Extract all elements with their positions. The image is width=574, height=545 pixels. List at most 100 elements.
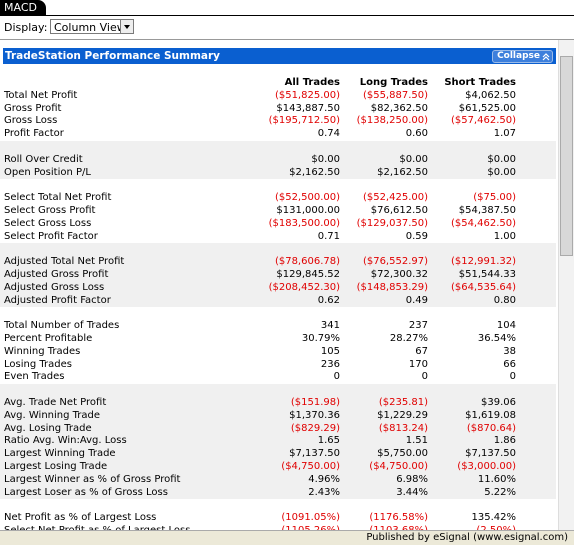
- blank: [516, 166, 556, 180]
- blank: [516, 333, 556, 346]
- data-row: Gross Profit $143,887.50 $82,362.50 $61,525…: [0, 103, 556, 116]
- blank: [240, 243, 340, 257]
- cell-value: $4,062.50: [465, 89, 516, 101]
- data-row: Select Gross Loss ($183,500.00) ($129,037.…: [0, 218, 556, 231]
- display-select[interactable]: Column View: [50, 19, 134, 34]
- panel: [0, 39, 574, 530]
- cell-value: 3.44%: [340, 486, 428, 500]
- scrollbar[interactable]: [558, 40, 574, 530]
- cell-value: 66: [503, 358, 516, 370]
- blank: [516, 512, 556, 525]
- data-row: Losing Trades 236 170 66: [0, 359, 556, 372]
- data-row: Select Net Profit as % of Largest Loss(1…: [0, 525, 556, 530]
- blank: [516, 371, 556, 384]
- cell-value: 0.60: [405, 128, 428, 140]
- blank: [428, 140, 516, 154]
- row-label: Largest Losing Trade: [0, 460, 240, 474]
- cell-value: $72,300.32: [340, 268, 428, 282]
- row-label: Gross Loss: [4, 115, 58, 127]
- cell-value: $7,137.50: [428, 448, 516, 461]
- cell-value: $39.06: [428, 396, 516, 410]
- blank: [0, 499, 240, 512]
- spacer-row: [0, 140, 556, 154]
- blank: [516, 77, 556, 90]
- cell-value: 0: [421, 371, 428, 383]
- data-row: Open Position P/L $2,162.50 $2,162.50 $0.00: [0, 166, 556, 180]
- footer-text: Published by eSignal (www.esignal.com): [366, 532, 568, 543]
- table-area: All Trades Long Trades Short Trades Total …: [0, 64, 556, 530]
- blank: [516, 268, 556, 282]
- cell-value: ($138,250.00): [356, 115, 428, 127]
- row-label: Adjusted Profit Factor: [0, 294, 240, 308]
- cell-value: 11.60%: [428, 473, 516, 487]
- row-label: Largest Winner as % of Gross Profit: [0, 473, 240, 487]
- cell-value: $143,887.50: [276, 102, 340, 114]
- blank: [516, 281, 556, 295]
- cell-value: 1.65: [240, 435, 340, 449]
- data-row: Total Number of Trades 341 237 104: [0, 320, 556, 333]
- blank: [428, 384, 516, 397]
- spacer-row: [0, 384, 556, 397]
- blank: [340, 307, 428, 320]
- data-row: Largest Losing Trade ($4,750.00) ($4,750.0…: [0, 460, 556, 474]
- row-label: Avg. Losing Trade: [0, 422, 240, 436]
- cell-value: 0: [509, 371, 516, 383]
- row-label: Avg. Winning Trade: [0, 409, 240, 423]
- data-row: Profit Factor 0.74 0.60 1.07: [0, 128, 556, 141]
- blank: [240, 307, 340, 320]
- data-row: Adjusted Total Net Profit ($78,606.78) ($7…: [0, 256, 556, 269]
- cell-value: $54,387.50: [458, 204, 516, 216]
- row-label: Losing Trades: [4, 358, 72, 370]
- data-row: Avg. Winning Trade $1,370.36 $1,229.29 $1,6…: [0, 409, 556, 423]
- blank: [0, 77, 240, 90]
- blank: [240, 179, 340, 192]
- blank: [516, 448, 556, 461]
- blank: [0, 384, 240, 397]
- blank: [516, 460, 556, 474]
- cell-value: 170: [408, 358, 428, 370]
- data-row: Avg. Losing Trade ($829.29) ($813.24) ($870…: [0, 422, 556, 436]
- cell-value: $7,137.50: [240, 448, 340, 461]
- display-label: Display:: [4, 21, 48, 34]
- cell-value: 30.79%: [301, 332, 340, 344]
- cell-value: (1105.26%): [240, 525, 340, 530]
- blank: [0, 179, 240, 192]
- blank: [428, 243, 516, 257]
- row-label: Adjusted Gross Profit: [0, 268, 240, 282]
- data-row: Ratio Avg. Win:Avg. Loss 1.65 1.51 1.86: [0, 435, 556, 449]
- data-row: Largest Winner as % of Gross Profit 4.96%…: [0, 473, 556, 487]
- data-row: Winning Trades 105 67 38: [0, 346, 556, 359]
- cell-value: 0.80: [428, 294, 516, 308]
- data-row: Largest Loser as % of Gross Loss 2.43% 3.4…: [0, 486, 556, 500]
- row-label: Roll Over Credit: [0, 153, 240, 167]
- cell-value: 1.07: [493, 128, 516, 140]
- blank: [516, 205, 556, 218]
- blank: [0, 140, 240, 154]
- cell-value: $131,000.00: [276, 204, 340, 216]
- cell-value: ($195,712.50): [268, 115, 340, 127]
- tab[interactable]: MACD: [0, 0, 46, 15]
- data-row: Select Gross Profit $131,000.00 $76,612.50…: [0, 205, 556, 218]
- blank: [516, 294, 556, 308]
- cell-value: 104: [496, 320, 516, 332]
- collapse-label: Collapse: [497, 51, 540, 61]
- collapse-button[interactable]: Collapse: [492, 50, 553, 63]
- blank: [516, 243, 556, 257]
- cell-value: 236: [320, 358, 340, 370]
- data-row: Avg. Trade Net Profit ($151.98) ($235.81) $…: [0, 396, 556, 410]
- blank: [428, 307, 516, 320]
- select-arrow[interactable]: [120, 20, 133, 33]
- data-row: Even Trades 0 0 0: [0, 371, 556, 384]
- blank: [516, 256, 556, 269]
- blank: [516, 128, 556, 141]
- cell-value: $2,162.50: [340, 166, 428, 180]
- arrow-icon: [124, 25, 130, 29]
- data-row: Total Net Profit ($51,825.00) ($55,887.50)…: [0, 90, 556, 103]
- scroll-thumb[interactable]: [560, 56, 573, 256]
- cell-value: ($151.98): [240, 396, 340, 410]
- cell-value: $61,525.00: [458, 102, 516, 114]
- summary-header: TradeStation Performance Summary Collaps…: [3, 48, 556, 64]
- cell-value: 0.74: [317, 128, 340, 140]
- cell-value: 1.51: [340, 435, 428, 449]
